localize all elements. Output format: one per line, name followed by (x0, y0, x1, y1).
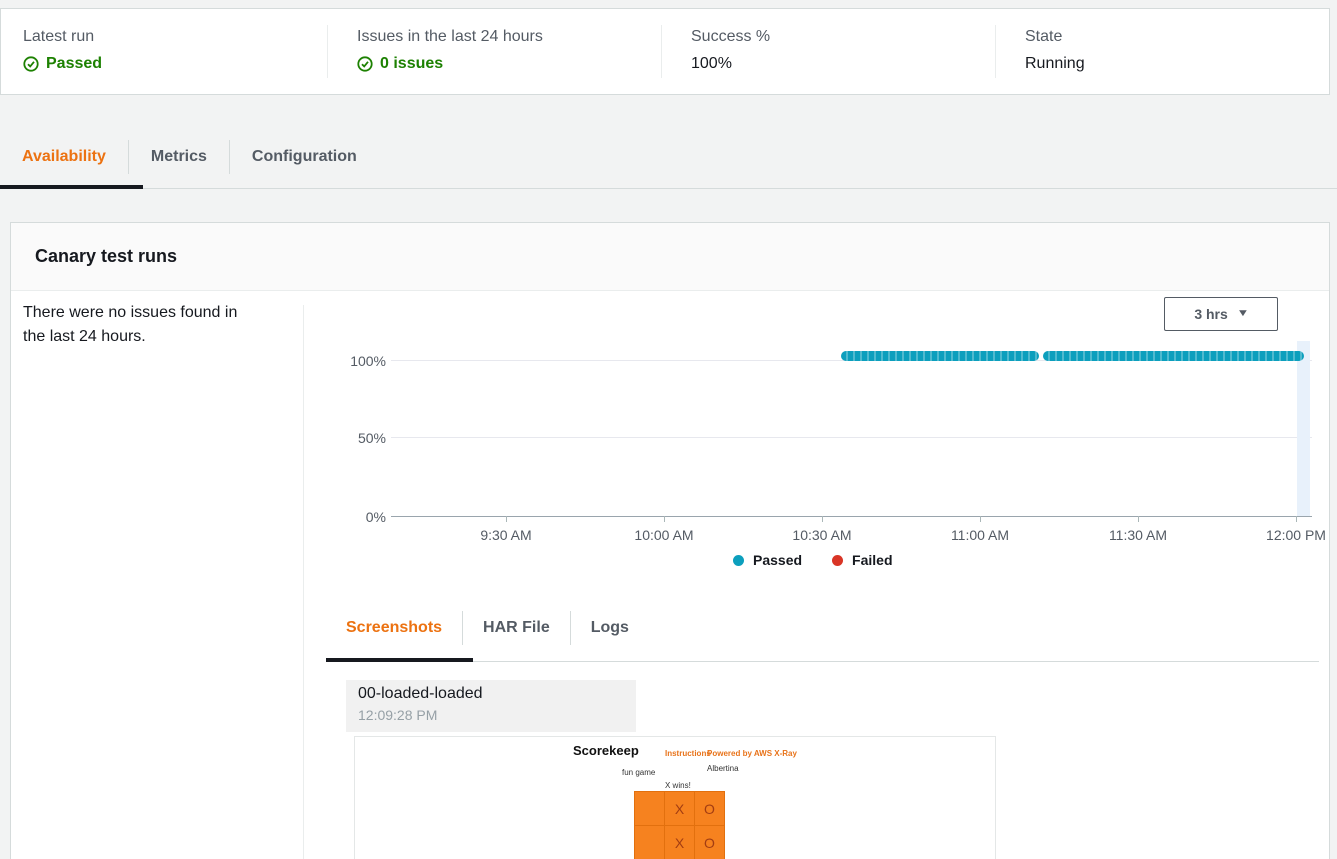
x-tick-label: 11:30 AM (1108, 527, 1168, 543)
time-range-dropdown[interactable]: 3 hrs ▼ (1164, 297, 1278, 331)
stat-value: Passed (46, 55, 103, 72)
screenshot-caption: 00-loaded-loaded 12:09:28 PM (346, 680, 636, 732)
stat-label: Issues in the last 24 hours (357, 28, 543, 45)
tic-tac-toe-grid: X O X O (634, 791, 725, 859)
stat-label: State (1025, 28, 1063, 45)
time-range-label: 3 hrs (1194, 306, 1228, 322)
active-tab-indicator (0, 185, 143, 189)
run-artifact-tabs: Screenshots HAR File Logs (326, 599, 1319, 663)
grid-cell: X (665, 826, 694, 859)
y-tick-50: 50% (357, 430, 386, 446)
tab-separator (127, 140, 129, 174)
passed-dot-icon (733, 554, 744, 566)
stat-success-pct: Success % 100% (661, 9, 995, 94)
tab-har-file[interactable]: HAR File (483, 619, 550, 636)
check-circle-icon (23, 56, 39, 72)
stat-value: 100% (691, 55, 732, 72)
tab-screenshots[interactable]: Screenshots (346, 619, 443, 636)
stat-latest-run: Latest run Passed (1, 9, 327, 94)
screenshot-name: 00-loaded-loaded (358, 685, 483, 702)
game-name: fun game (622, 768, 656, 777)
tabs-track (326, 661, 1319, 662)
grid-cell (635, 792, 664, 825)
tab-availability[interactable]: Availability (22, 148, 106, 165)
canary-test-runs-panel: Canary test runs There were no issues fo… (10, 222, 1330, 859)
tab-configuration[interactable]: Configuration (251, 148, 357, 165)
latest-run-highlight (1297, 341, 1310, 516)
stat-label: Latest run (23, 28, 95, 45)
grid-cell: X (665, 792, 694, 825)
tab-separator (228, 140, 230, 174)
x-tick-label: 11:00 AM (950, 527, 1010, 543)
active-tab-indicator (326, 658, 473, 662)
x-tick-mark (980, 516, 981, 522)
panel-title: Canary test runs (35, 246, 178, 266)
y-tick-100: 100% (350, 353, 386, 369)
tab-separator (569, 611, 571, 645)
legend-failed[interactable]: Failed (832, 552, 893, 568)
screenshot-thumbnail[interactable]: Scorekeep Instructions Powered by AWS X-… (354, 736, 996, 859)
stat-label: Success % (691, 28, 771, 45)
failed-dot-icon (832, 554, 844, 566)
powered-by-xray-link: Powered by AWS X-Ray (707, 749, 797, 758)
check-circle-icon (357, 56, 373, 72)
x-tick-mark (506, 516, 507, 522)
tab-metrics[interactable]: Metrics (150, 148, 207, 165)
passed-runs-band[interactable] (1043, 351, 1304, 361)
caret-down-icon: ▼ (1236, 308, 1250, 319)
x-tick-mark (664, 516, 665, 522)
grid-cell: O (695, 826, 724, 859)
panel-header: Canary test runs (11, 223, 1329, 291)
screenshot-time: 12:09:28 PM (358, 707, 438, 723)
x-tick-label: 10:00 AM (634, 527, 694, 543)
instructions-link: Instructions (665, 749, 711, 758)
tab-separator (462, 611, 464, 645)
no-issues-message: There were no issues found in the last 2… (23, 304, 238, 345)
tabs-track (0, 188, 1337, 189)
grid-cell (635, 826, 664, 859)
tab-logs[interactable]: Logs (590, 619, 629, 636)
game-status: X wins! (665, 781, 691, 790)
stat-value: Running (1025, 55, 1085, 72)
stat-value: 0 issues (380, 55, 444, 72)
main-tabs: Availability Metrics Configuration (0, 128, 1337, 190)
x-tick-label: 12:00 PM (1266, 527, 1326, 543)
legend-passed[interactable]: Passed (733, 552, 802, 568)
x-tick-mark (822, 516, 823, 522)
vertical-divider (303, 305, 304, 859)
x-axis-line (391, 516, 1312, 517)
stat-state: State Running (995, 9, 1329, 94)
x-tick-mark (1296, 516, 1297, 522)
x-tick-label: 10:30 AM (792, 527, 852, 543)
player-name: Albertina (707, 764, 739, 773)
passed-runs-band[interactable] (841, 351, 1039, 361)
stat-issues-24h: Issues in the last 24 hours 0 issues (327, 9, 661, 94)
gridline-50 (391, 437, 1312, 438)
x-tick-label: 9:30 AM (480, 527, 532, 543)
scorekeep-title: Scorekeep (573, 743, 639, 758)
y-tick-0: 0% (365, 509, 386, 525)
chart-legend: Passed Failed (733, 552, 893, 568)
x-tick-mark (1138, 516, 1139, 522)
stats-bar: Latest run Passed Issues in the last 24 … (0, 8, 1330, 95)
grid-cell: O (695, 792, 724, 825)
